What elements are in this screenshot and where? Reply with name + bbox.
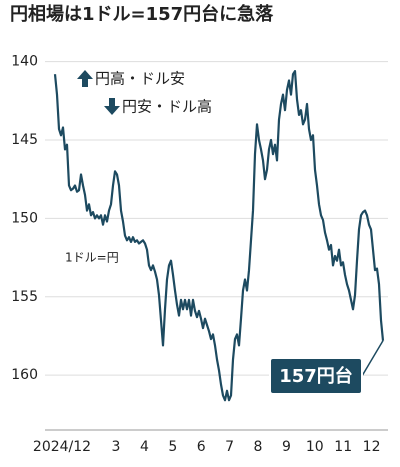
callout-box [269,357,363,395]
x-tick-label: 3 [112,439,121,455]
x-tick-label: 10 [306,439,324,455]
x-tick-label: 12 [363,439,381,455]
annotation: 円安・ドル高 [122,98,212,116]
x-tick-label: 11 [334,439,352,455]
callout-pointer [361,340,384,377]
x-tick-label: 8 [254,439,263,455]
x-tick-label: 7 [225,439,234,455]
y-tick-label: 160 [11,367,38,383]
x-tick-label: 5 [168,439,177,455]
chart-title: 円相場は1ドル=157円台に急落 [10,3,274,25]
annotation: 円高・ドル安 [95,70,185,88]
y-tick-label: 140 [11,54,38,70]
down-arrow [104,98,120,115]
x-tick-label: 4 [140,439,149,455]
y-tick-label: 155 [11,289,38,305]
y-tick-label: 145 [11,132,38,148]
y-tick-label: 150 [11,210,38,226]
callout-text: 157円台 [279,365,353,387]
x-tick-label: 6 [197,439,206,455]
up-arrow [77,70,93,87]
x-tick-label: 2024/12 [33,439,91,455]
annotation: 1ドル=円 [65,251,119,265]
line [53,70,385,402]
x-tick-label: 9 [282,439,291,455]
